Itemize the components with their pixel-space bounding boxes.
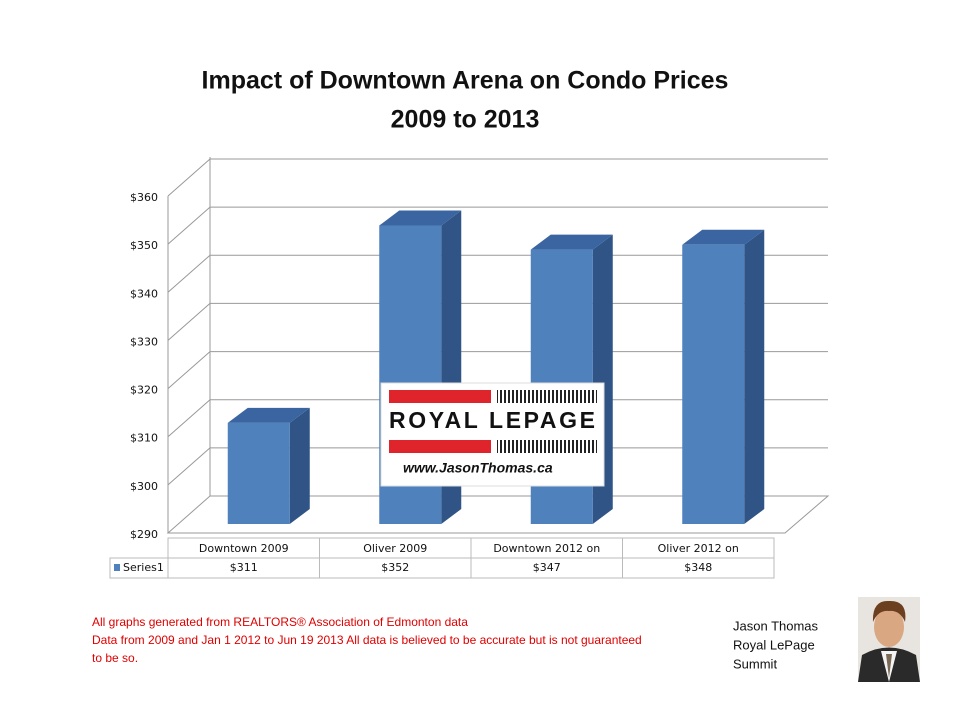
grid-line <box>167 158 828 197</box>
x-tick-label: Downtown 2009 <box>199 542 289 555</box>
value-label: $352 <box>381 561 409 574</box>
y-tick-label: $340 <box>130 287 158 300</box>
logo-barcode <box>497 440 597 453</box>
grid-line <box>167 351 828 389</box>
grid-line <box>167 254 828 293</box>
y-tick-label: $330 <box>130 335 158 348</box>
bar-top <box>682 229 765 245</box>
y-tick-label: $290 <box>130 528 158 541</box>
bar-top <box>379 210 462 226</box>
logo-brand: ROYAL LEPAGE <box>389 407 595 433</box>
x-tick-label: Oliver 2009 <box>363 542 427 555</box>
legend-label: Series1 <box>123 561 164 574</box>
value-label: $347 <box>533 561 561 574</box>
grid-line <box>167 447 828 486</box>
value-label: $311 <box>230 561 258 574</box>
signature: Royal LePage <box>733 637 815 652</box>
grid-line <box>167 399 828 438</box>
photo-tie <box>886 654 892 678</box>
logo-bar <box>389 390 491 403</box>
bar-side <box>289 407 310 524</box>
photo-face <box>874 607 904 647</box>
x-tick-label: Downtown 2012 on <box>493 542 600 555</box>
signature: Summit <box>733 656 777 671</box>
y-tick-label: $320 <box>130 384 158 397</box>
photo-hair <box>872 600 906 622</box>
y-tick-label: $360 <box>130 191 158 204</box>
chart-title: Impact of Downtown Arena on Condo Prices <box>202 67 729 95</box>
legend-key <box>114 564 120 571</box>
bar-top <box>227 407 310 423</box>
chart-subtitle: 2009 to 2013 <box>391 106 540 134</box>
x-tick-label: Oliver 2012 on <box>658 542 739 555</box>
y-tick-label: $350 <box>130 239 158 252</box>
bar-side <box>744 229 765 524</box>
logo-url: www.JasonThomas.ca <box>403 460 553 476</box>
logo-barcode <box>497 390 597 403</box>
table-border <box>109 557 775 579</box>
grid-line <box>167 302 828 341</box>
note: Data from 2009 and Jan 1 2012 to Jun 19 … <box>92 633 642 647</box>
portrait <box>858 597 920 682</box>
floor <box>166 495 830 534</box>
y-tick-label: $310 <box>130 432 158 445</box>
logo: ROYAL LEPAGE www.JasonThomas.ca <box>380 382 605 487</box>
value-label: $348 <box>684 561 712 574</box>
y-tick-label: $300 <box>130 480 158 493</box>
note: to be so. <box>92 651 138 665</box>
grid-line <box>167 206 828 245</box>
bar <box>682 244 745 524</box>
signature: Jason Thomas <box>733 618 819 633</box>
logo-bar <box>389 440 491 453</box>
bar <box>227 422 290 524</box>
note: All graphs generated from REALTORS® Asso… <box>92 615 468 629</box>
bar-top <box>530 234 613 250</box>
